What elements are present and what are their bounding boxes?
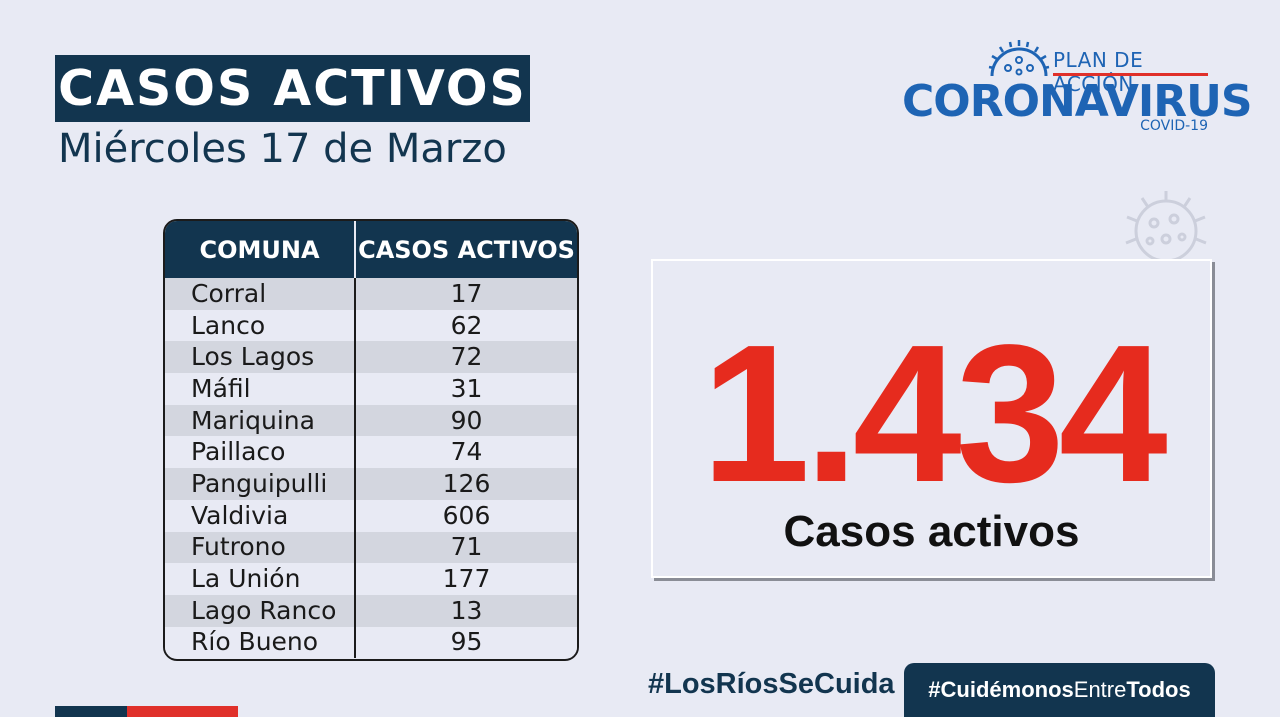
comuna-cell: Lago Ranco bbox=[165, 594, 356, 627]
comuna-cell: Mariquina bbox=[165, 404, 356, 437]
table-row: Lago Ranco 13 bbox=[165, 594, 577, 627]
comuna-cell: Los Lagos bbox=[165, 341, 356, 374]
table-row: Panguipulli 126 bbox=[165, 468, 577, 500]
comuna-cell: Corral bbox=[165, 278, 356, 310]
comuna-cell: Futrono bbox=[165, 531, 356, 564]
coronavirus-logo: PLAN DE ACCIÓN CORONAVIRUS COVID-19 bbox=[900, 38, 1253, 138]
total-cases-number: 1.434 bbox=[701, 304, 1167, 523]
table-row: Mariquina 90 bbox=[165, 404, 577, 437]
date-subtitle: Miércoles 17 de Marzo bbox=[58, 126, 507, 172]
casos-cell: 13 bbox=[355, 594, 577, 627]
casos-cell: 62 bbox=[355, 309, 577, 342]
table-row: Máfil 31 bbox=[165, 373, 577, 405]
logo-divider bbox=[1053, 73, 1208, 76]
hashtag-part: Cuidémonos bbox=[940, 677, 1074, 702]
column-header-casos: CASOS ACTIVOS bbox=[355, 221, 577, 278]
casos-cell: 95 bbox=[355, 626, 577, 659]
total-cases-label: Casos activos bbox=[783, 507, 1080, 556]
comuna-cell: Río Bueno bbox=[165, 626, 356, 659]
hashtag-part: # bbox=[928, 677, 941, 702]
casos-cell: 74 bbox=[355, 436, 577, 469]
comuna-cell: Panguipulli bbox=[165, 468, 356, 500]
hashtag-part: Entre bbox=[1073, 677, 1127, 702]
total-cases-box: 1.434 Casos activos bbox=[651, 259, 1212, 578]
casos-cell: 606 bbox=[355, 499, 577, 532]
page-title: CASOS ACTIVOS bbox=[55, 55, 530, 122]
comuna-cell: Paillaco bbox=[165, 436, 356, 469]
logo-plan-text: PLAN DE ACCIÓN bbox=[1053, 48, 1144, 96]
logo-name-text: CORONAVIRUS bbox=[902, 76, 1253, 127]
hashtag-part: Todos bbox=[1126, 677, 1191, 702]
table-row: Río Bueno 95 bbox=[165, 626, 577, 659]
virus-icon bbox=[988, 40, 1050, 77]
table-row: Paillaco 74 bbox=[165, 436, 577, 469]
table-row: Valdivia 606 bbox=[165, 499, 577, 532]
active-cases-table: COMUNA CASOS ACTIVOS Corral 17 Lanco 62 Lo… bbox=[163, 219, 579, 661]
table-row: Corral 17 bbox=[165, 278, 577, 310]
footer-bar-blue bbox=[55, 706, 127, 717]
casos-cell: 90 bbox=[355, 404, 577, 437]
table-row: La Unión 177 bbox=[165, 563, 577, 595]
table-row: Futrono 71 bbox=[165, 531, 577, 564]
casos-cell: 31 bbox=[355, 373, 577, 405]
table-row: Lanco 62 bbox=[165, 309, 577, 342]
hashtag-cuidemonos: # Cuidémonos Entre Todos bbox=[904, 663, 1215, 717]
table-row: Los Lagos 72 bbox=[165, 341, 577, 374]
hashtag-los-rios: #LosRíosSeCuida bbox=[648, 668, 895, 700]
casos-cell: 72 bbox=[355, 341, 577, 374]
comuna-cell: Lanco bbox=[165, 309, 356, 342]
casos-cell: 126 bbox=[355, 468, 577, 500]
column-header-comuna: COMUNA bbox=[165, 221, 356, 278]
virus-decoration-icon bbox=[1125, 191, 1207, 263]
logo-sub-text: COVID-19 bbox=[1140, 118, 1208, 134]
comuna-cell: Valdivia bbox=[165, 499, 356, 532]
casos-cell: 17 bbox=[355, 278, 577, 310]
page-title-text: CASOS ACTIVOS bbox=[58, 60, 527, 117]
comuna-cell: La Unión bbox=[165, 563, 356, 595]
footer-bar-red bbox=[127, 706, 238, 717]
comuna-cell: Máfil bbox=[165, 373, 356, 405]
casos-cell: 177 bbox=[355, 563, 577, 595]
casos-cell: 71 bbox=[355, 531, 577, 564]
